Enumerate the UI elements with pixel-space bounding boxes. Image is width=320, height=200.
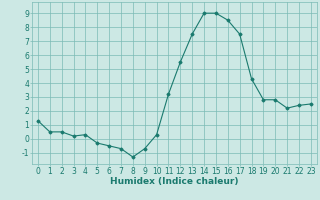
X-axis label: Humidex (Indice chaleur): Humidex (Indice chaleur) <box>110 177 239 186</box>
